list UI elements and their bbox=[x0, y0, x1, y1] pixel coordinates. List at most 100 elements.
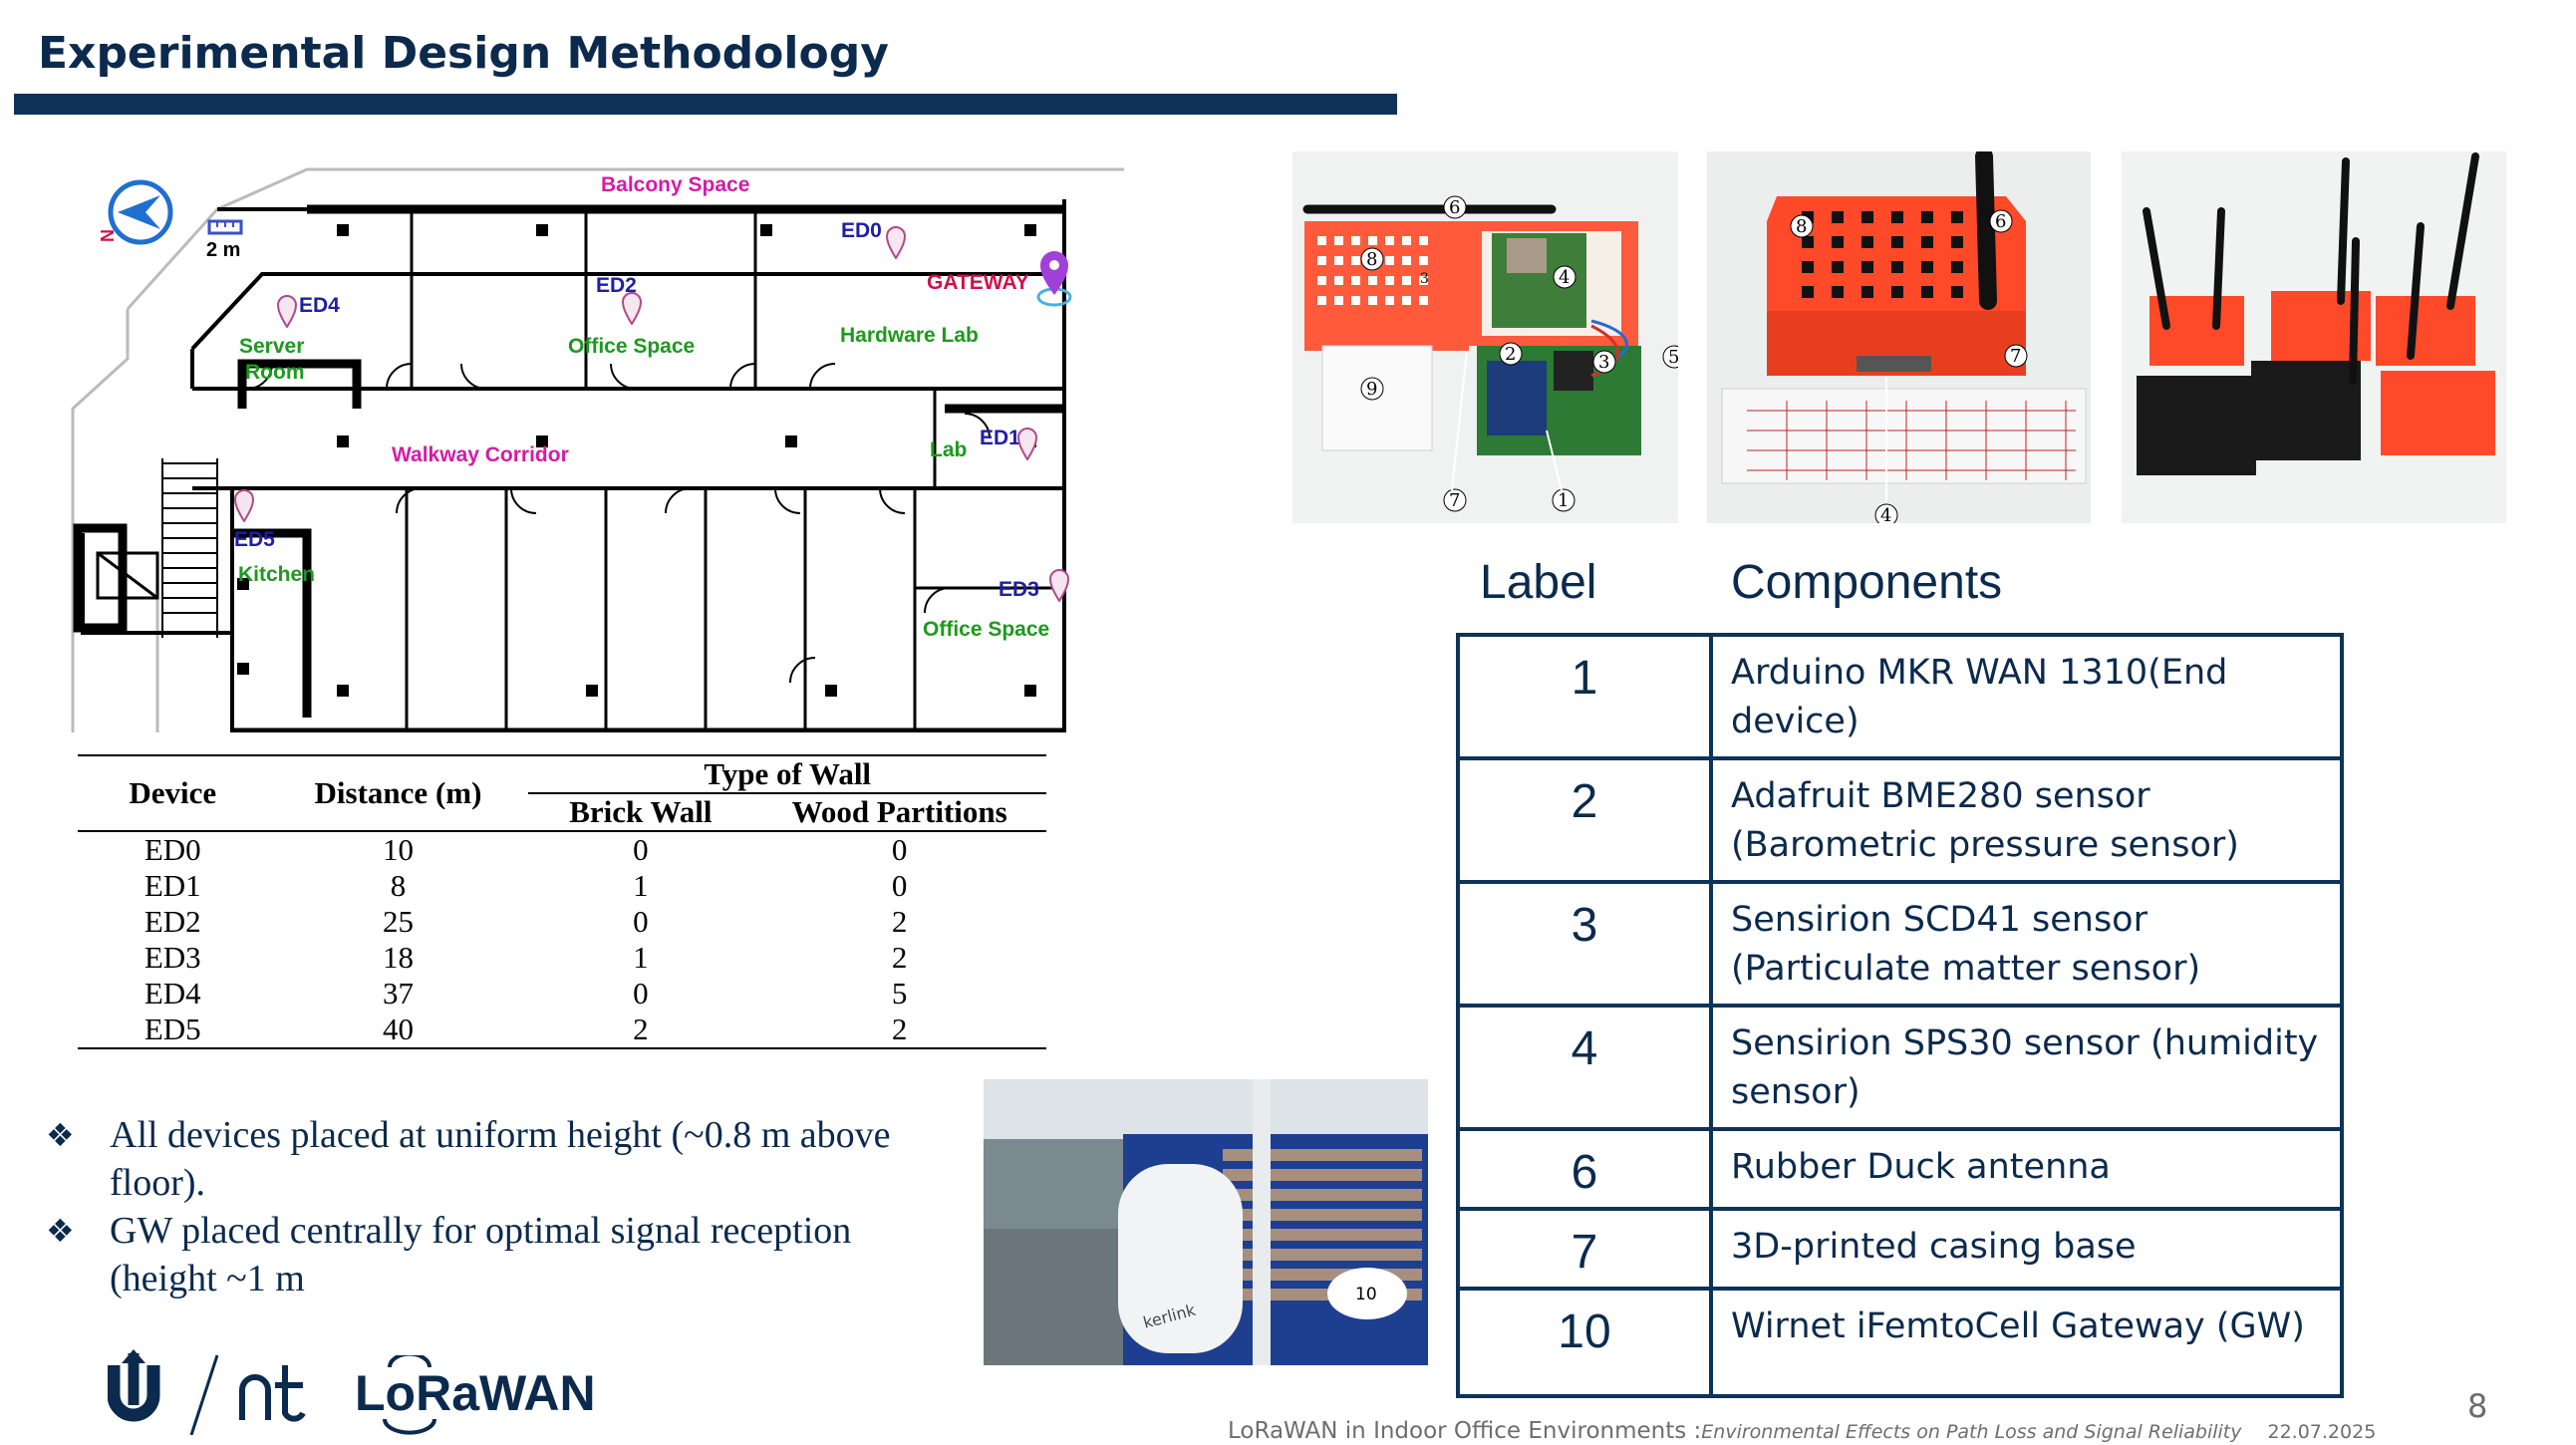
university-logo-icon bbox=[108, 1349, 160, 1422]
component-row: 6 Rubber Duck antenna bbox=[1456, 1127, 2344, 1211]
scale-label: 2 m bbox=[206, 239, 241, 261]
distance-header: Distance (m) bbox=[314, 775, 482, 810]
department-logo-icon bbox=[239, 1365, 306, 1422]
photo1-marker-9: 9 bbox=[1366, 379, 1377, 400]
title-underline-bar bbox=[14, 94, 1397, 115]
lorawan-logo-icon: LoRaWAN bbox=[355, 1351, 596, 1435]
photo1-marker-3a: 3 bbox=[1420, 271, 1429, 287]
gateway-pin-icon bbox=[1036, 251, 1072, 307]
components-photo-drawing: 6 8 3 4 2 3 5 9 7 1 bbox=[1292, 151, 1678, 523]
bullet-text: GW placed centrally for optimal signal r… bbox=[110, 1210, 852, 1300]
device-wood-cell: 2 bbox=[891, 904, 908, 939]
server-room-label-1: Server bbox=[239, 335, 305, 358]
photo2-marker-8: 8 bbox=[1796, 216, 1807, 237]
photo1-marker-8: 8 bbox=[1366, 249, 1377, 270]
component-label-cell: 6 bbox=[1456, 1127, 1713, 1211]
gateway-photo: kerlink 10 bbox=[984, 1079, 1428, 1365]
photo2-marker-7: 7 bbox=[2010, 346, 2021, 367]
footer-subtitle: Environmental Effects on Path Loss and S… bbox=[1701, 1421, 2242, 1443]
device-wood-cell: 2 bbox=[891, 1012, 908, 1046]
device-distance-table: Device Distance (m) Type of Wall Brick W… bbox=[78, 754, 1046, 1049]
ed2-label: ED2 bbox=[596, 274, 637, 297]
device-row: ED0 10 0 0 bbox=[78, 831, 1046, 868]
photo1-marker-2: 2 bbox=[1505, 344, 1516, 365]
label-column-header: Label bbox=[1480, 556, 1597, 609]
device-brick-cell: 1 bbox=[633, 868, 649, 903]
component-label-cell: 2 bbox=[1456, 756, 1713, 884]
component-row: 7 3D-printed casing base bbox=[1456, 1207, 2344, 1291]
gateway-label: GATEWAY bbox=[927, 271, 1029, 294]
device-distance-cell: 10 bbox=[382, 832, 414, 867]
brick-wall-header: Brick Wall bbox=[569, 794, 713, 829]
component-label-cell: 10 bbox=[1456, 1287, 1713, 1398]
gateway-photo-drawing: kerlink 10 bbox=[984, 1079, 1428, 1365]
device-brick-cell: 0 bbox=[633, 904, 649, 939]
component-name-cell: Wirnet iFemtoCell Gateway (GW) bbox=[1709, 1287, 2344, 1398]
diamond-bullet-icon: ❖ bbox=[46, 1212, 75, 1250]
casing-photo: 8 6 7 4 bbox=[1707, 151, 2091, 523]
ed5-pin-icon bbox=[233, 489, 255, 522]
assembled-devices-drawing bbox=[2122, 151, 2506, 523]
device-device-cell: ED3 bbox=[143, 940, 201, 975]
device-header: Device bbox=[129, 775, 217, 810]
ed5-label: ED5 bbox=[234, 528, 275, 551]
ed1-label: ED1 bbox=[980, 427, 1020, 449]
ed2-pin-icon bbox=[621, 292, 643, 325]
kitchen-label: Kitchen bbox=[238, 563, 316, 586]
photo2-marker-4: 4 bbox=[1880, 505, 1891, 523]
photo1-marker-6: 6 bbox=[1449, 197, 1460, 218]
component-name-cell: Sensirion SCD41 sensor (Particulate matt… bbox=[1709, 880, 2344, 1008]
lorawan-logo: LoRaWAN bbox=[355, 1351, 604, 1440]
device-wood-cell: 0 bbox=[891, 832, 908, 867]
component-name-cell: Sensirion SPS30 sensor (humidity sensor) bbox=[1709, 1004, 2344, 1131]
component-name-cell: Arduino MKR WAN 1310(End device) bbox=[1709, 633, 2344, 760]
office-space-bottom-label: Office Space bbox=[923, 618, 1050, 641]
component-name-cell: Rubber Duck antenna bbox=[1709, 1127, 2344, 1211]
device-device-cell: ED4 bbox=[143, 976, 201, 1011]
logo-divider bbox=[189, 1354, 219, 1435]
ed4-label: ED4 bbox=[299, 294, 340, 317]
device-distance-cell: 8 bbox=[390, 868, 407, 903]
photo1-marker-5: 5 bbox=[1668, 347, 1678, 368]
device-device-cell: ED2 bbox=[143, 904, 201, 939]
scale-bar-icon bbox=[207, 219, 243, 235]
bullet-text: All devices placed at uniform height (~0… bbox=[110, 1114, 891, 1204]
ed1-pin-icon bbox=[1016, 428, 1038, 460]
components-table: 1 Arduino MKR WAN 1310(End device) 2 Adafru… bbox=[1456, 633, 2344, 1398]
components-table-body: 1 Arduino MKR WAN 1310(End device) 2 Adafru… bbox=[1456, 633, 2344, 1398]
device-distance-cell: 25 bbox=[382, 904, 414, 939]
component-label-cell: 7 bbox=[1456, 1207, 1713, 1291]
device-device-cell: ED5 bbox=[143, 1012, 201, 1046]
components-column-header: Components bbox=[1731, 556, 2003, 609]
component-name-cell: 3D-printed casing base bbox=[1709, 1207, 2344, 1291]
university-logos bbox=[108, 1349, 306, 1435]
diamond-bullet-icon: ❖ bbox=[46, 1116, 75, 1154]
balcony-label: Balcony Space bbox=[601, 173, 750, 196]
footer: LoRaWAN in Indoor Office Environments :E… bbox=[1228, 1418, 2376, 1444]
device-distance-cell: 18 bbox=[382, 940, 414, 975]
device-device-cell: ED0 bbox=[143, 832, 201, 867]
bullet-item: ❖ All devices placed at uniform height (… bbox=[42, 1111, 939, 1207]
photo1-marker-3: 3 bbox=[1598, 352, 1609, 373]
component-name-cell: Adafruit BME280 sensor (Barometric press… bbox=[1709, 756, 2344, 884]
end-device-components-photo: 6 8 3 4 2 3 5 9 7 1 bbox=[1292, 151, 1678, 523]
component-label-cell: 1 bbox=[1456, 633, 1713, 760]
device-device-cell: ED1 bbox=[143, 868, 201, 903]
photo1-marker-7: 7 bbox=[1449, 490, 1460, 511]
page-number: 8 bbox=[2467, 1387, 2488, 1425]
north-label: N bbox=[98, 229, 118, 242]
component-label-cell: 3 bbox=[1456, 880, 1713, 1008]
hardware-lab-label: Hardware Lab bbox=[840, 324, 979, 347]
ed0-pin-icon bbox=[885, 226, 907, 259]
device-distance-cell: 40 bbox=[382, 1012, 414, 1046]
device-row: ED4 37 0 5 bbox=[78, 976, 1046, 1012]
component-row: 1 Arduino MKR WAN 1310(End device) bbox=[1456, 633, 2344, 760]
lab-label: Lab bbox=[930, 438, 968, 461]
device-row: ED5 40 2 2 bbox=[78, 1012, 1046, 1048]
floor-plan-drawing bbox=[71, 167, 1124, 732]
device-brick-cell: 2 bbox=[633, 1012, 649, 1046]
wall-type-header: Type of Wall bbox=[528, 755, 1046, 794]
ed4-pin-icon bbox=[276, 295, 298, 328]
ed0-label: ED0 bbox=[841, 219, 882, 242]
assembled-devices-photo bbox=[2122, 151, 2506, 523]
